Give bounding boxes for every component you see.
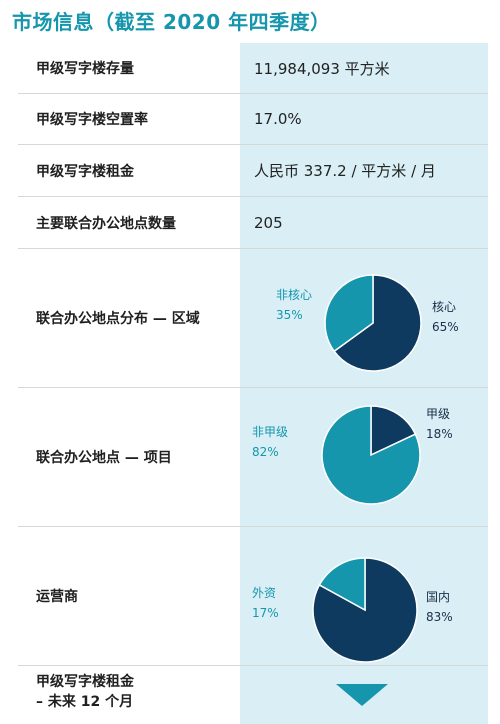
row-value: 人民币 337.2 / 平方米 / 月 bbox=[254, 162, 436, 180]
slice-percent: 17% bbox=[252, 606, 279, 620]
pie-slice-foreign bbox=[318, 557, 366, 612]
page-title: 市场信息（截至 2020 年四季度） bbox=[12, 10, 331, 34]
row-label: 甲级写字楼存量 bbox=[36, 61, 134, 77]
row-value: 205 bbox=[254, 213, 283, 232]
row-value: 11,984,093 平方米 bbox=[254, 59, 390, 78]
slice-percent: 83% bbox=[426, 610, 453, 624]
slice-name: 非甲级 bbox=[252, 425, 289, 439]
pie-label-foreign: 外资 17% bbox=[252, 583, 279, 623]
operator-pie: 外资 17% 国内 83% bbox=[240, 527, 488, 665]
table-row-project-pie: 联合办公地点 — 项目 非甲级 82% 甲级 18% bbox=[18, 388, 488, 527]
slice-name: 甲级 bbox=[426, 407, 451, 421]
slice-percent: 18% bbox=[426, 427, 453, 441]
table-row: 甲级写字楼租金 人民币 337.2 / 平方米 / 月 bbox=[18, 145, 488, 197]
table-row: 主要联合办公地点数量 205 bbox=[18, 197, 488, 249]
pie-slice-noncore bbox=[324, 274, 374, 353]
slice-name: 国内 bbox=[426, 590, 451, 604]
slice-name: 非核心 bbox=[276, 288, 313, 302]
project-pie: 非甲级 82% 甲级 18% bbox=[240, 388, 488, 526]
pie-svg bbox=[321, 405, 421, 505]
row-label: 联合办公地点分布 — 区域 bbox=[36, 311, 200, 327]
pie-svg bbox=[312, 557, 418, 663]
market-info-table: 甲级写字楼存量 11,984,093 平方米 甲级写字楼空置率 17.0% 甲级… bbox=[18, 43, 488, 724]
row-label: 主要联合办公地点数量 bbox=[36, 215, 176, 232]
table-row-rent-forecast: 甲级写字楼租金 – 未来 12 个月 bbox=[18, 666, 488, 724]
pie-svg bbox=[324, 274, 422, 372]
slice-percent: 35% bbox=[276, 308, 303, 322]
row-label: 甲级写字楼租金 – 未来 12 个月 bbox=[36, 672, 134, 712]
row-label-line1: 甲级写字楼租金 bbox=[36, 674, 134, 690]
pie-slice-grade-a bbox=[370, 405, 417, 457]
slice-percent: 65% bbox=[432, 320, 459, 334]
table-row: 甲级写字楼存量 11,984,093 平方米 bbox=[18, 43, 488, 94]
slice-name: 核心 bbox=[432, 300, 457, 314]
table-row-region-pie: 联合办公地点分布 — 区域 非核心 35% 核心 65% bbox=[18, 249, 488, 388]
pie-slice-non-grade-a bbox=[321, 405, 421, 505]
row-value: 17.0% bbox=[254, 110, 302, 128]
pie-label-grade-a: 甲级 18% bbox=[426, 404, 453, 444]
slice-percent: 82% bbox=[252, 445, 279, 459]
slice-name: 外资 bbox=[252, 586, 277, 600]
pie-label-noncore: 非核心 35% bbox=[276, 285, 312, 325]
pie-label-domestic: 国内 83% bbox=[426, 587, 453, 627]
down-arrow-icon bbox=[336, 684, 388, 706]
table-row: 甲级写字楼空置率 17.0% bbox=[18, 94, 488, 145]
row-label: 甲级写字楼空置率 bbox=[36, 112, 148, 128]
table-row-operator-pie: 运营商 外资 17% 国内 83% bbox=[18, 527, 488, 666]
row-label-line2: – 未来 12 个月 bbox=[36, 694, 134, 710]
row-label: 运营商 bbox=[36, 589, 78, 605]
row-label: 联合办公地点 — 项目 bbox=[36, 450, 172, 466]
row-label: 甲级写字楼租金 bbox=[36, 163, 134, 180]
pie-slice-core bbox=[333, 274, 422, 372]
pie-label-non-grade-a: 非甲级 82% bbox=[252, 422, 288, 462]
pie-label-core: 核心 65% bbox=[432, 297, 459, 337]
region-pie: 非核心 35% 核心 65% bbox=[240, 249, 488, 387]
